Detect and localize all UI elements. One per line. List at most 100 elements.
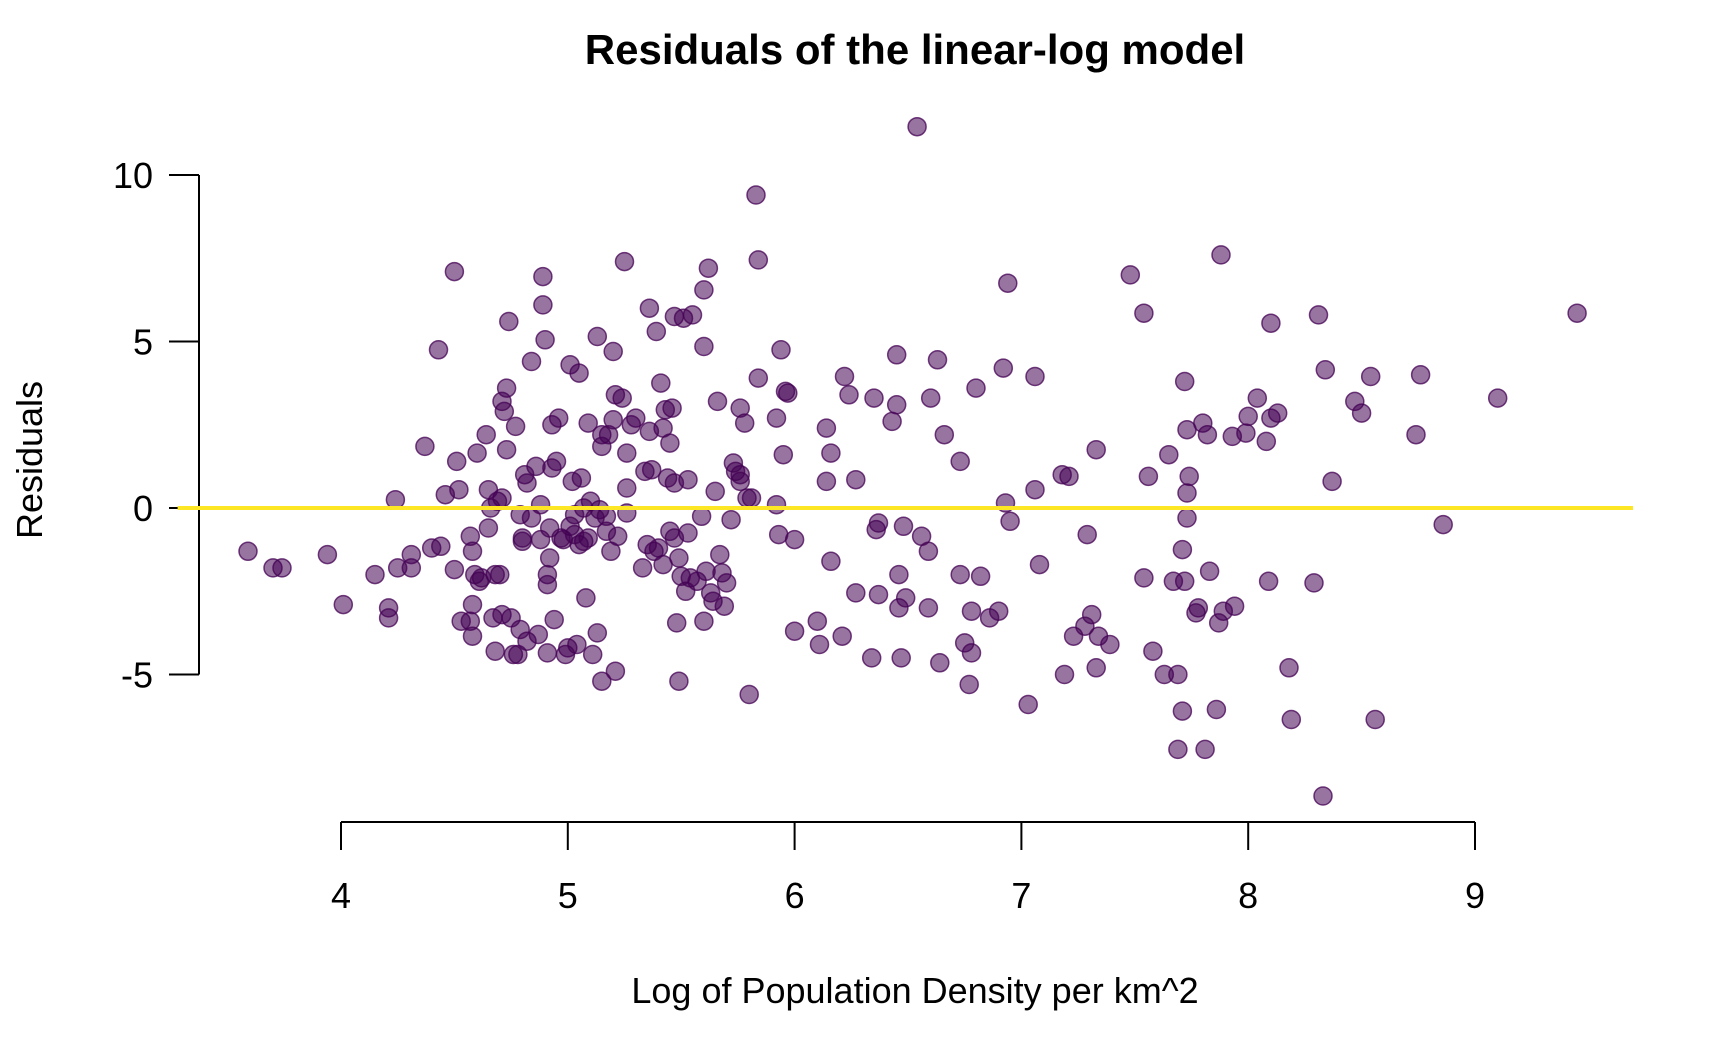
data-point [535, 330, 555, 350]
data-point [546, 451, 567, 472]
data-point [1281, 709, 1302, 730]
data-point [1433, 514, 1453, 535]
data-point [1059, 466, 1079, 487]
data-point [587, 623, 608, 643]
y-axis: -5 0 5 10 [113, 155, 200, 696]
data-point [666, 613, 687, 633]
data-point [485, 641, 505, 661]
data-point [1054, 664, 1075, 685]
data-point [807, 611, 828, 631]
data-point [444, 261, 465, 282]
data-point [778, 383, 798, 403]
x-tick-label: 7 [1011, 875, 1031, 916]
data-point [1236, 423, 1256, 443]
data-point [907, 116, 927, 137]
data-point [868, 584, 889, 605]
data-point [1086, 439, 1106, 460]
data-point [1188, 598, 1209, 618]
data-point [1172, 701, 1193, 721]
data-point [567, 634, 587, 655]
data-point [528, 624, 549, 645]
data-point [889, 564, 909, 585]
data-point [1138, 466, 1159, 487]
data-point [467, 443, 487, 463]
data-point [401, 544, 422, 565]
data-point [694, 336, 714, 357]
data-point [1211, 245, 1231, 265]
data-point [1018, 694, 1038, 715]
data-point [895, 588, 916, 608]
data-point [784, 621, 805, 641]
data-point [748, 368, 769, 388]
data-point [537, 643, 558, 663]
data-point [739, 684, 759, 705]
data-point [748, 250, 769, 270]
data-point [1360, 366, 1381, 387]
data-point [648, 538, 669, 558]
data-point [861, 648, 882, 668]
data-point [682, 305, 703, 325]
data-point [1322, 471, 1342, 492]
data-point [961, 643, 982, 663]
data-point [378, 608, 399, 628]
data-point [821, 443, 841, 463]
data-point [1143, 641, 1163, 661]
data-point [1177, 508, 1197, 528]
data-point [496, 439, 517, 460]
data-point [730, 471, 750, 492]
data-point [660, 433, 680, 453]
data-point [548, 408, 569, 428]
y-tick-label: -5 [121, 655, 153, 696]
data-point [1238, 406, 1258, 427]
data-point [1256, 431, 1277, 452]
data-point [710, 544, 730, 565]
data-point [578, 528, 598, 548]
data-point [444, 559, 465, 580]
data-point [950, 451, 970, 472]
data-point [1025, 366, 1045, 387]
data-points [238, 116, 1587, 806]
data-point [646, 321, 667, 342]
data-point [1195, 739, 1215, 760]
data-point [1304, 573, 1324, 593]
data-point [832, 626, 852, 646]
data-point [1174, 371, 1195, 392]
data-point [605, 661, 626, 681]
data-point [614, 251, 635, 272]
data-point [592, 671, 612, 691]
data-point [918, 541, 939, 562]
data-point [415, 436, 435, 457]
data-point [694, 611, 714, 631]
data-point [582, 644, 603, 665]
data-point [993, 358, 1014, 378]
data-point [1406, 424, 1426, 445]
data-point [499, 311, 519, 332]
data-point [959, 674, 979, 695]
data-point [698, 258, 719, 278]
data-point [1197, 424, 1218, 445]
data-point [512, 531, 533, 552]
data-point [1351, 403, 1372, 423]
data-point [449, 479, 469, 500]
x-tick-label: 4 [331, 875, 351, 916]
data-point [544, 609, 564, 630]
data-point [428, 340, 449, 360]
x-tick-label: 8 [1238, 875, 1258, 916]
data-point [494, 401, 515, 422]
data-point [1168, 664, 1188, 685]
data-point [1261, 313, 1281, 333]
data-point [1179, 466, 1199, 487]
data-point [508, 644, 528, 665]
data-point [891, 648, 911, 668]
data-point [446, 451, 467, 472]
data-point [1313, 786, 1333, 806]
data-point [537, 564, 558, 585]
data-point [771, 340, 791, 360]
data-point [587, 326, 608, 347]
data-point [505, 416, 526, 437]
data-point [1177, 483, 1197, 503]
data-point [603, 341, 623, 362]
data-point [496, 378, 517, 398]
data-point [930, 653, 950, 673]
data-point [1279, 658, 1299, 678]
